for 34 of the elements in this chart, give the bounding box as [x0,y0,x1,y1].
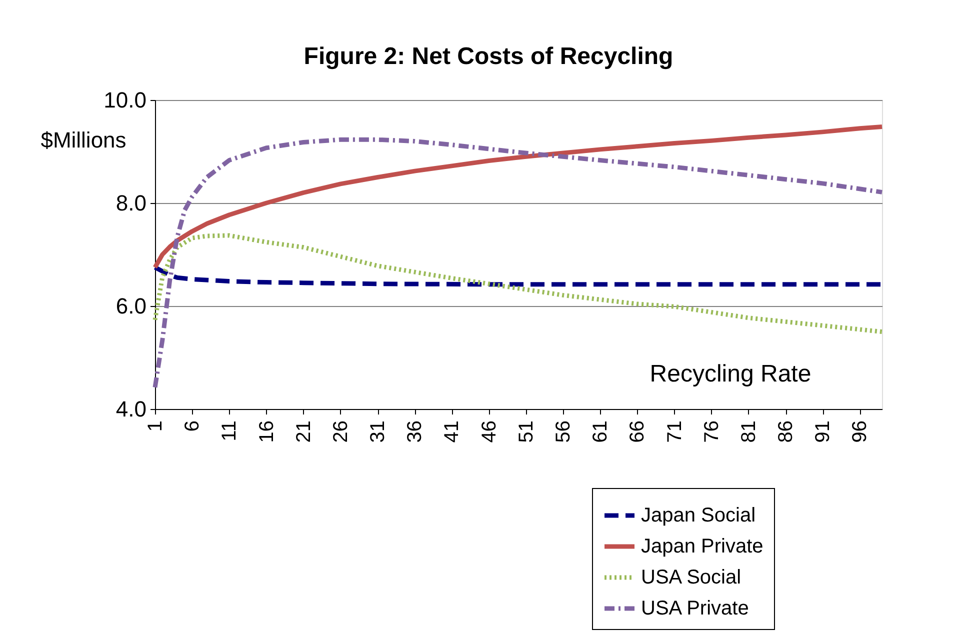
x-tick-label: 51 [515,420,538,443]
x-tick-label: 11 [218,420,241,442]
x-tick-label: 21 [292,420,315,443]
x-tick-label: 16 [256,420,278,443]
legend-label: USA Social [641,566,742,588]
chart-title: Figure 2: Net Costs of Recycling [304,43,674,70]
legend-label: Japan Social [641,504,756,526]
x-tick-label: 56 [552,420,575,443]
x-tick-label: 26 [330,420,352,443]
x-tick-label: 66 [626,420,649,443]
x-tick-label: 71 [664,420,686,443]
line-series [152,233,884,334]
y-tick-label: 4.0 [116,396,146,422]
x-tick-label: 41 [441,420,464,443]
x-tick-label: 6 [182,420,204,432]
x-tick-label: 61 [590,420,612,443]
y-tick-label: 10.0 [104,88,146,112]
x-tick-label: 81 [738,420,760,443]
x-tick-label: 1 [144,420,166,432]
x-tick-label: 76 [700,420,723,443]
x-tick-label: 91 [812,420,834,443]
x-tick-label: 86 [775,420,798,443]
x-axis-title: Recycling Rate [650,360,812,388]
y-tick-label: 8.0 [116,190,146,216]
line-series [152,137,884,390]
y-tick-label: 6.0 [116,294,146,318]
y-axis-title: $Millions [40,128,126,152]
x-tick-label: 46 [478,420,500,443]
x-tick-label: 96 [849,420,872,443]
line-series [152,124,884,270]
legend-label: USA Private [641,598,749,620]
legend-label: Japan Private [641,536,764,558]
x-tick-label: 31 [367,420,390,443]
x-tick-label: 36 [404,420,426,443]
